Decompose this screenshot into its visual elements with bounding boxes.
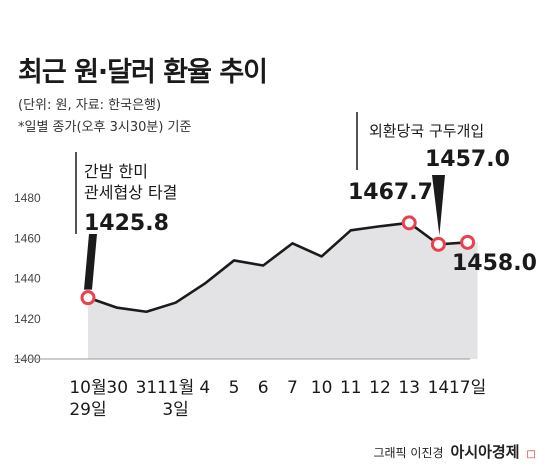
x-tick-label: 10월 [69,378,106,398]
x-tick-label: 29일 [69,400,106,420]
y-tick-label: 1460 [14,231,41,245]
data-point-marker [80,290,96,306]
x-tick-label: 30 [106,378,128,398]
x-tick-label: 5 [229,378,240,398]
y-tick-label: 1480 [14,191,41,205]
x-tick-label: 13 [398,378,420,398]
x-tick-label: 12 [369,378,391,398]
annotation-value: 1457.0 [425,147,510,172]
annotation-line: 외환당국 구두개입 [369,122,484,140]
x-tick-label: 31 [136,378,158,398]
callout-pointer [84,234,97,290]
brand-logo: 아시아경제 [450,443,520,461]
annotation-value: 1458.0 [452,251,537,276]
y-tick-label: 1420 [14,312,41,326]
x-tick-label: 10 [311,378,333,398]
x-tick-label: 7 [287,378,298,398]
x-tick-label: 3일 [162,400,188,420]
brand-mark-icon: □ [526,449,536,460]
data-point-marker [401,215,417,231]
unit-source-note: (단위: 원, 자료: 한국은행) [18,98,162,113]
data-point-marker [430,236,446,252]
credit: 그래픽 이진경 아시아경제 □ [373,441,536,462]
x-tick-label: 11 [340,378,362,398]
x-tick-label: 17일 [449,378,486,398]
annotation-line: 간밤 한미 [84,162,148,181]
area-fill [88,222,478,359]
callout-pointer [432,175,445,236]
chart-title: 최근 원·달러 환율 추이 [18,57,268,88]
x-tick-label: 14 [428,378,450,398]
data-point-marker [460,234,476,250]
annotation-line: 관세협상 타결 [84,183,177,202]
x-tick-label: 6 [258,378,269,398]
basis-note: *일별 종가(오후 3시30분) 기준 [18,120,192,135]
author-credit: 그래픽 이진경 [373,446,444,460]
x-tick-label: 11월 [157,378,194,398]
x-tick-label: 4 [199,378,210,398]
annotation-value: 1425.8 [84,211,169,236]
annotation-value: 1467.7 [348,180,433,205]
y-tick-label: 1440 [14,272,41,286]
